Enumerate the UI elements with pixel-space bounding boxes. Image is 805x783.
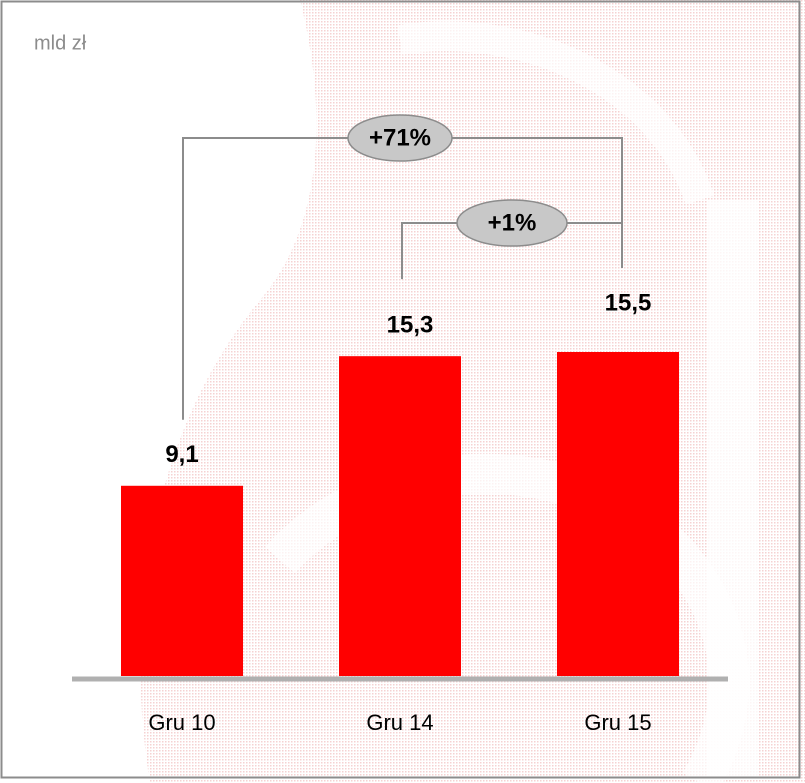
value-label: 15,3 (387, 312, 434, 339)
annotation-bubble (456, 199, 568, 247)
x-tick-label: Gru 15 (584, 710, 651, 735)
value-label: 9,1 (165, 441, 198, 468)
annotation: +71% (369, 124, 431, 151)
annotation-bubble (347, 114, 453, 162)
bar (557, 352, 679, 676)
bar (121, 485, 243, 676)
x-tick-label: Gru 14 (366, 710, 433, 735)
unit-label: mld zł (34, 32, 87, 54)
x-tick-label: Gru 10 (148, 710, 215, 735)
value-label: 15,5 (605, 289, 652, 316)
annotation: +1% (488, 209, 537, 236)
bar (339, 356, 461, 676)
